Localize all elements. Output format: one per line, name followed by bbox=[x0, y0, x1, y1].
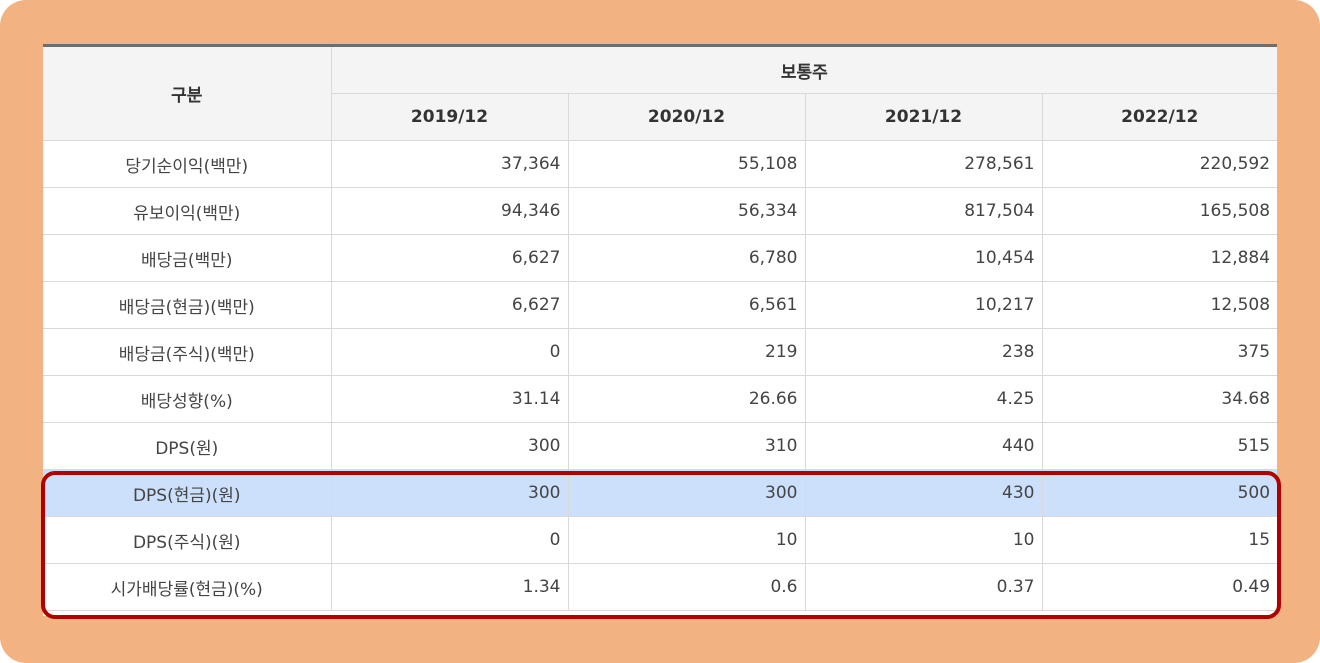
table-cell: 10,454 bbox=[804, 234, 1043, 282]
table-cell: 515 bbox=[1041, 422, 1278, 470]
dividend-table-container: 구분 보통주 2019/12 2020/12 2021/12 2022/12 당… bbox=[43, 44, 1278, 616]
header-year: 2019/12 bbox=[331, 93, 569, 141]
table-cell: 430 bbox=[804, 469, 1043, 517]
table-cell: 6,561 bbox=[567, 281, 806, 329]
row-label: DPS(원) bbox=[43, 422, 332, 470]
table-cell: 310 bbox=[567, 422, 806, 470]
header-year: 2022/12 bbox=[1041, 93, 1278, 141]
table-body: 당기순이익(백만) 37,364 55,108 278,561 220,592 유보이익(… bbox=[43, 140, 1278, 611]
row-label: 배당금(현금)(백만) bbox=[43, 281, 332, 329]
row-label: DPS(주식)(원) bbox=[43, 516, 332, 564]
header-row-years: 2019/12 2020/12 2021/12 2022/12 bbox=[43, 93, 1278, 141]
table-cell: 300 bbox=[567, 469, 806, 517]
table-cell: 165,508 bbox=[1041, 187, 1278, 235]
table-cell: 278,561 bbox=[804, 140, 1043, 188]
table-cell: 440 bbox=[804, 422, 1043, 470]
table-row: 당기순이익(백만) 37,364 55,108 278,561 220,592 bbox=[43, 140, 1278, 188]
table-cell: 10 bbox=[567, 516, 806, 564]
row-label: 시가배당률(현금)(%) bbox=[43, 563, 332, 611]
table-row: DPS(주식)(원) 0 10 10 15 bbox=[43, 516, 1278, 564]
table-cell: 220,592 bbox=[1041, 140, 1278, 188]
table-row: DPS(현금)(원) 300 300 430 500 bbox=[43, 469, 1278, 517]
table-cell: 26.66 bbox=[567, 375, 806, 423]
table-row: 시가배당률(현금)(%) 1.34 0.6 0.37 0.49 bbox=[43, 563, 1278, 611]
row-label: 배당금(백만) bbox=[43, 234, 332, 282]
header-row-group: 구분 보통주 bbox=[43, 45, 1278, 141]
table-cell: 10,217 bbox=[804, 281, 1043, 329]
table-cell: 1.34 bbox=[330, 563, 569, 611]
table-cell: 0 bbox=[330, 328, 569, 376]
row-label: 유보이익(백만) bbox=[43, 187, 332, 235]
table-cell: 56,334 bbox=[567, 187, 806, 235]
table-cell: 94,346 bbox=[330, 187, 569, 235]
table-row: 배당금(주식)(백만) 0 219 238 375 bbox=[43, 328, 1278, 376]
table-cell: 6,780 bbox=[567, 234, 806, 282]
table-cell: 6,627 bbox=[330, 234, 569, 282]
table-cell: 0.6 bbox=[567, 563, 806, 611]
table-row: 배당금(백만) 6,627 6,780 10,454 12,884 bbox=[43, 234, 1278, 282]
table-cell: 15 bbox=[1041, 516, 1278, 564]
table-cell: 4.25 bbox=[804, 375, 1043, 423]
table-cell: 238 bbox=[804, 328, 1043, 376]
header-category: 구분 bbox=[43, 45, 332, 141]
table-row: 배당금(현금)(백만) 6,627 6,561 10,217 12,508 bbox=[43, 281, 1278, 329]
table-cell: 31.14 bbox=[330, 375, 569, 423]
header-common-stock: 보통주 bbox=[330, 45, 1278, 94]
dividend-table: 구분 보통주 2019/12 2020/12 2021/12 2022/12 당… bbox=[43, 44, 1278, 611]
table-cell: 6,627 bbox=[330, 281, 569, 329]
row-label: 배당금(주식)(백만) bbox=[43, 328, 332, 376]
table-row: 유보이익(백만) 94,346 56,334 817,504 165,508 bbox=[43, 187, 1278, 235]
table-cell: 0.49 bbox=[1041, 563, 1278, 611]
table-cell: 10 bbox=[804, 516, 1043, 564]
table-cell: 12,508 bbox=[1041, 281, 1278, 329]
header-year: 2020/12 bbox=[567, 93, 806, 141]
table-cell: 55,108 bbox=[567, 140, 806, 188]
table-row: DPS(원) 300 310 440 515 bbox=[43, 422, 1278, 470]
table-cell: 37,364 bbox=[330, 140, 569, 188]
table-cell: 300 bbox=[330, 469, 569, 517]
table-cell: 34.68 bbox=[1041, 375, 1278, 423]
header-year: 2021/12 bbox=[804, 93, 1043, 141]
table-cell: 219 bbox=[567, 328, 806, 376]
table-cell: 0 bbox=[330, 516, 569, 564]
table-cell: 375 bbox=[1041, 328, 1278, 376]
row-label: 당기순이익(백만) bbox=[43, 140, 332, 188]
table-cell: 500 bbox=[1041, 469, 1278, 517]
row-label: 배당성향(%) bbox=[43, 375, 332, 423]
table-cell: 0.37 bbox=[804, 563, 1043, 611]
table-cell: 300 bbox=[330, 422, 569, 470]
table-cell: 817,504 bbox=[804, 187, 1043, 235]
table-row: 배당성향(%) 31.14 26.66 4.25 34.68 bbox=[43, 375, 1278, 423]
table-cell: 12,884 bbox=[1041, 234, 1278, 282]
row-label: DPS(현금)(원) bbox=[43, 469, 332, 517]
